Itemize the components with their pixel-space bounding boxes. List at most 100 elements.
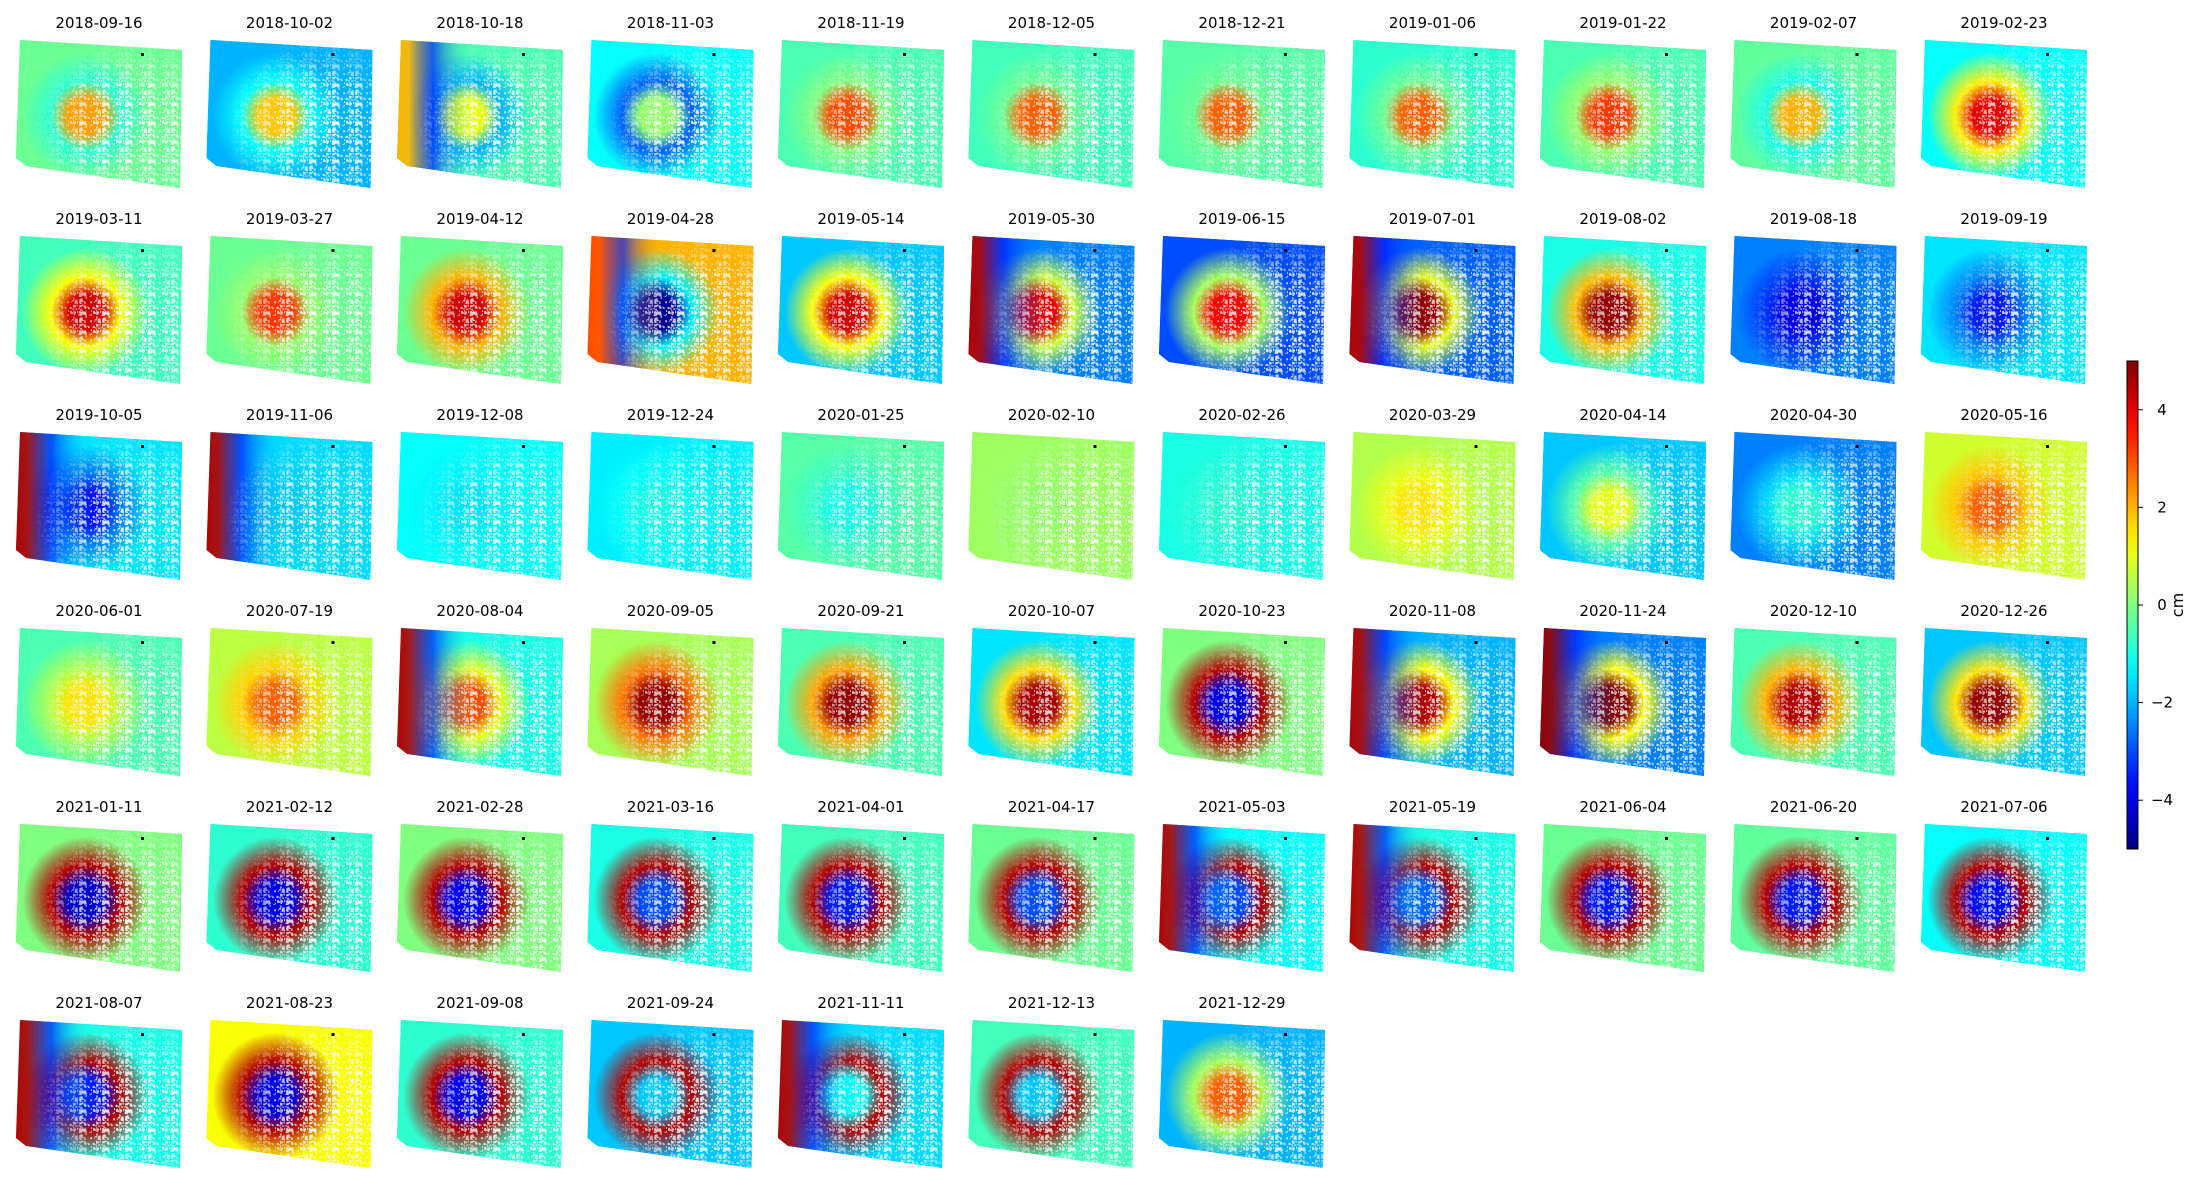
decorrelation-speckle: [397, 1020, 563, 1168]
panel-title: 2019-05-14: [817, 210, 904, 228]
reference-point-marker: [331, 641, 335, 644]
reference-point-marker: [2046, 53, 2049, 56]
decorrelation-speckle: [206, 40, 373, 188]
colorbar-tick-label: 0: [2157, 596, 2167, 614]
reference-point-marker: [1665, 445, 1668, 448]
decorrelation-speckle: [968, 1020, 1135, 1168]
reference-point-marker: [522, 445, 525, 448]
panel-title: 2021-09-24: [627, 994, 714, 1012]
panel-map: [778, 824, 944, 972]
panel-map: [1349, 236, 1516, 384]
decorrelation-speckle: [1730, 432, 1897, 580]
decorrelation-speckle: [1730, 824, 1897, 972]
panel-title: 2021-04-17: [1008, 798, 1095, 816]
panel-title: 2019-03-11: [55, 210, 142, 228]
panel-map: [587, 432, 754, 580]
reference-point-marker: [522, 249, 525, 252]
decorrelation-speckle: [1159, 1020, 1325, 1168]
decorrelation-speckle: [16, 40, 182, 188]
panel-map: [16, 628, 182, 776]
colorbar-tick-label: −2: [2151, 694, 2173, 712]
panel-title: 2021-08-23: [246, 994, 333, 1012]
decorrelation-speckle: [1349, 432, 1516, 580]
decorrelation-speckle: [1921, 40, 2087, 188]
reference-point-marker: [1284, 837, 1287, 840]
panel-title: 2018-10-02: [246, 14, 333, 32]
panel-map: [968, 432, 1135, 580]
reference-point-marker: [1855, 445, 1859, 448]
panel-title: 2019-12-24: [627, 406, 714, 424]
panel-title: 2021-12-29: [1198, 994, 1285, 1012]
panel-map: [1921, 432, 2087, 580]
panel-map: [1349, 40, 1516, 188]
panel-title: 2020-06-01: [55, 602, 142, 620]
panel-title: 2019-01-06: [1389, 14, 1476, 32]
reference-point-marker: [1284, 249, 1287, 252]
panel-map: [1540, 628, 1706, 776]
panel-title: 2021-11-11: [817, 994, 904, 1012]
reference-point-marker: [331, 445, 335, 448]
panel-title: 2020-04-14: [1579, 406, 1666, 424]
decorrelation-speckle: [206, 236, 373, 384]
reference-point-marker: [712, 1033, 716, 1036]
colorbar: 4 2 0 −2 −4 cm: [2126, 360, 2187, 850]
reference-point-marker: [1474, 641, 1478, 644]
decorrelation-speckle: [1159, 824, 1325, 972]
decorrelation-speckle: [968, 40, 1135, 188]
panel-map: [587, 824, 754, 972]
panel-map: [968, 1020, 1135, 1168]
colorbar-tick-label: 2: [2157, 498, 2167, 516]
panel-map: [1349, 824, 1516, 972]
decorrelation-speckle: [1540, 432, 1706, 580]
panel-map: [1159, 824, 1325, 972]
reference-point-marker: [1093, 53, 1097, 56]
panel-map: [1921, 40, 2087, 188]
panel-map: [1921, 628, 2087, 776]
panel-map: [1540, 236, 1706, 384]
panel-title: 2020-04-30: [1770, 406, 1857, 424]
panel-title: 2019-02-23: [1960, 14, 2047, 32]
panel-map: [1921, 236, 2087, 384]
decorrelation-speckle: [1921, 628, 2087, 776]
panel-title: 2019-08-18: [1770, 210, 1857, 228]
panel-title: 2018-11-19: [817, 14, 904, 32]
panel-title: 2020-11-24: [1579, 602, 1666, 620]
reference-point-marker: [1855, 837, 1859, 840]
panel-map: [206, 236, 373, 384]
panel-map: [1540, 40, 1706, 188]
panel-title: 2019-04-12: [436, 210, 523, 228]
panel-title: 2018-09-16: [55, 14, 142, 32]
reference-point-marker: [1855, 249, 1859, 252]
panel-map: [587, 628, 754, 776]
panel-map: [1159, 1020, 1325, 1168]
reference-point-marker: [903, 53, 906, 56]
panel-map: [587, 40, 754, 188]
panel-map: [206, 1020, 373, 1168]
reference-point-marker: [1665, 53, 1668, 56]
panel-title: 2019-11-06: [246, 406, 333, 424]
decorrelation-speckle: [16, 824, 182, 972]
decorrelation-speckle: [397, 628, 563, 776]
reference-point-marker: [1665, 641, 1668, 644]
panel-map: [1730, 824, 1897, 972]
panel-title: 2018-11-03: [627, 14, 714, 32]
panel-map: [16, 236, 182, 384]
reference-point-marker: [712, 249, 716, 252]
panel-title: 2019-07-01: [1389, 210, 1476, 228]
decorrelation-speckle: [1921, 432, 2087, 580]
reference-point-marker: [1474, 445, 1478, 448]
panel-map: [1540, 432, 1706, 580]
panel-title: 2019-02-07: [1770, 14, 1857, 32]
panel-title: 2021-05-19: [1389, 798, 1476, 816]
decorrelation-speckle: [1349, 824, 1516, 972]
decorrelation-speckle: [1540, 236, 1706, 384]
decorrelation-speckle: [397, 236, 563, 384]
decorrelation-speckle: [778, 236, 944, 384]
reference-point-marker: [522, 53, 525, 56]
panel-map: [397, 824, 563, 972]
panel-map: [206, 432, 373, 580]
reference-point-marker: [2046, 837, 2049, 840]
reference-point-marker: [522, 1033, 525, 1036]
decorrelation-speckle: [968, 824, 1135, 972]
